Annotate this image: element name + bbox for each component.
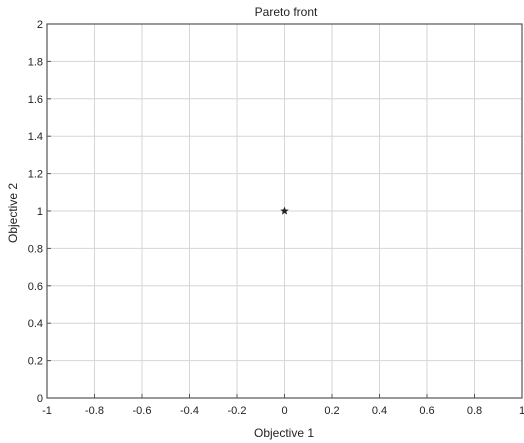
y-tick-label: 1	[37, 206, 43, 218]
y-tick-label: 0	[37, 393, 43, 405]
pareto-point-star	[280, 206, 289, 215]
x-tick-label: 0.6	[419, 405, 434, 417]
x-tick-label: -0.6	[133, 405, 152, 417]
y-tick-label: 1.2	[28, 169, 43, 181]
x-tick-label: 0.4	[372, 405, 387, 417]
y-tick-label: 2	[37, 19, 43, 31]
x-tick-label: 1	[519, 405, 524, 417]
x-tick-label: -0.2	[228, 405, 247, 417]
y-tick-label: 0.6	[28, 281, 43, 293]
chart-title: Pareto front	[255, 5, 318, 19]
x-axis-label: Objective 1	[254, 426, 314, 440]
x-tick-label: -0.4	[180, 405, 199, 417]
y-tick-label: 1.8	[28, 56, 43, 68]
y-axis-label: Objective 2	[6, 183, 20, 243]
y-tick-label: 1.6	[28, 94, 43, 106]
x-tick-label: -0.8	[85, 405, 104, 417]
x-tick-label: 0.8	[467, 405, 482, 417]
x-tick-label: -1	[42, 405, 52, 417]
y-tick-label: 0.4	[28, 318, 43, 330]
x-tick-label: 0.2	[324, 405, 339, 417]
tick-layer: -1 -0.8 -0.6 -0.4 -0.2 0 0.2 0.4 0.6 0.8 1 0 0.2 0.4 0…	[28, 19, 524, 417]
y-tick-label: 0.8	[28, 243, 43, 255]
y-tick-label: 0.2	[28, 356, 43, 368]
y-tick-label: 1.4	[28, 131, 43, 143]
x-tick-label: 0	[281, 405, 287, 417]
point-layer	[280, 206, 289, 215]
